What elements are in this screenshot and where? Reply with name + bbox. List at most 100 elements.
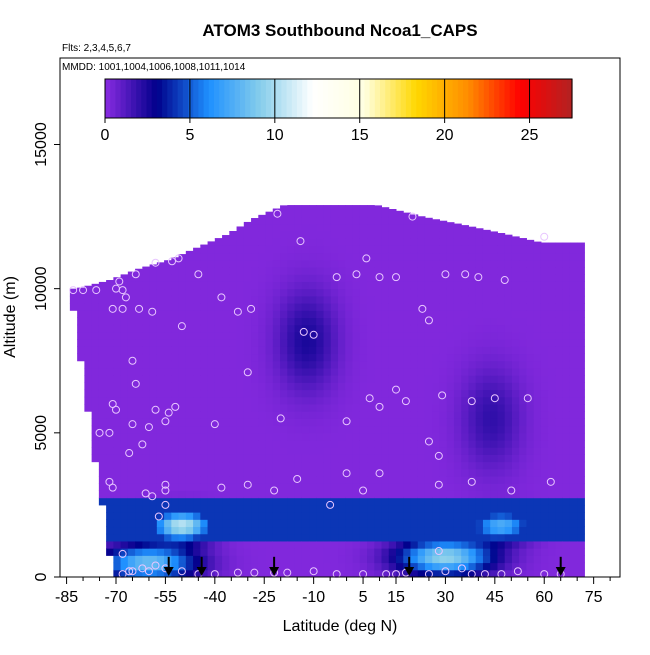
heatmap-cell xyxy=(294,490,303,499)
heatmap-cell xyxy=(338,526,346,535)
heatmap-cell xyxy=(309,281,317,290)
heatmap-cell xyxy=(301,555,310,564)
heatmap-cell xyxy=(367,396,375,405)
heatmap-cell xyxy=(533,504,542,513)
heatmap-cell xyxy=(301,353,310,362)
heatmap-cell xyxy=(156,476,165,484)
heatmap-cell xyxy=(519,367,527,376)
heatmap-cell xyxy=(193,461,201,470)
heatmap-cell xyxy=(519,519,527,528)
heatmap-cell xyxy=(490,367,498,376)
heatmap-cell xyxy=(374,252,383,261)
heatmap-cell xyxy=(519,432,527,441)
heatmap-cell xyxy=(164,260,172,268)
heatmap-cell xyxy=(417,231,426,239)
heatmap-cell xyxy=(243,396,252,405)
heatmap-cell xyxy=(330,540,339,549)
heatmap-cell xyxy=(533,555,542,564)
heatmap-cell xyxy=(338,252,346,261)
heatmap-cell xyxy=(533,454,542,463)
heatmap-cell xyxy=(258,303,267,311)
heatmap-cell xyxy=(84,360,93,369)
heatmap-cell xyxy=(127,324,136,333)
heatmap-cell xyxy=(272,353,281,362)
heatmap-cell xyxy=(265,238,274,246)
heatmap-cell xyxy=(287,454,296,463)
heatmap-cell xyxy=(555,331,564,340)
heatmap-cell xyxy=(540,360,549,369)
heatmap-cell xyxy=(287,317,296,326)
heatmap-cell xyxy=(185,303,194,311)
heatmap-cell xyxy=(497,504,506,513)
sample-point xyxy=(118,304,127,313)
heatmap-cell xyxy=(396,533,404,542)
heatmap-cell xyxy=(359,303,368,311)
heatmap-cell xyxy=(193,440,201,448)
heatmap-cell xyxy=(338,540,346,549)
heatmap-cell xyxy=(272,483,281,491)
heatmap-cell xyxy=(142,476,151,484)
heatmap-cell xyxy=(482,526,491,535)
heatmap-cell xyxy=(178,382,187,391)
heatmap-cell xyxy=(142,389,151,398)
heatmap-cell xyxy=(207,367,216,376)
heatmap-cell xyxy=(403,281,411,290)
heatmap-cell xyxy=(417,339,426,347)
heatmap-cell xyxy=(526,504,535,513)
heatmap-cell xyxy=(410,454,419,463)
heatmap-cell xyxy=(424,519,433,528)
heatmap-cell xyxy=(120,288,129,297)
heatmap-cell xyxy=(178,310,187,318)
heatmap-cell xyxy=(490,339,498,347)
heatmap-cell xyxy=(548,425,556,434)
heatmap-cell xyxy=(265,211,274,218)
heatmap-cell xyxy=(374,259,383,268)
heatmap-cell xyxy=(468,490,477,499)
heatmap-cell xyxy=(490,526,498,535)
heatmap-cell xyxy=(475,367,484,376)
heatmap-cell xyxy=(185,569,194,578)
heatmap-cell xyxy=(178,490,187,499)
heatmap-cell xyxy=(265,274,274,282)
heatmap-cell xyxy=(178,339,187,347)
heatmap-cell xyxy=(540,490,549,499)
heatmap-cell xyxy=(316,555,325,564)
heatmap-cell xyxy=(323,555,332,564)
heatmap-cell xyxy=(251,454,259,463)
heatmap-cell xyxy=(280,533,288,542)
heatmap-cell xyxy=(229,440,238,448)
heatmap-cell xyxy=(149,440,158,448)
heatmap-cell xyxy=(374,367,383,376)
heatmap-cell xyxy=(345,245,354,254)
heatmap-cell xyxy=(453,504,462,513)
heatmap-cell xyxy=(323,295,332,304)
heatmap-cell xyxy=(504,555,513,564)
heatmap-cell xyxy=(453,245,462,254)
heatmap-cell xyxy=(142,562,151,571)
heatmap-cell xyxy=(222,555,230,564)
heatmap-cell xyxy=(569,540,578,549)
heatmap-cell xyxy=(511,497,520,506)
heatmap-cell xyxy=(453,382,462,391)
heatmap-cell xyxy=(200,461,209,470)
heatmap-cell xyxy=(461,288,469,297)
sample-point xyxy=(507,486,516,495)
heatmap-cell xyxy=(106,490,114,499)
heatmap-cell xyxy=(439,375,448,383)
heatmap-cell xyxy=(374,274,383,282)
heatmap-cell xyxy=(120,454,129,463)
heatmap-cell xyxy=(142,490,151,499)
heatmap-cell xyxy=(439,533,448,542)
heatmap-cell xyxy=(251,281,259,290)
heatmap-cell xyxy=(156,432,165,441)
heatmap-cell xyxy=(359,540,368,549)
heatmap-cell xyxy=(236,562,245,571)
heatmap-cell xyxy=(453,324,462,333)
heatmap-cell xyxy=(135,519,143,528)
heatmap-cell xyxy=(403,267,411,275)
heatmap-cell xyxy=(316,209,325,218)
heatmap-cell xyxy=(577,288,585,297)
heatmap-cell xyxy=(453,353,462,362)
heatmap-cell xyxy=(540,267,549,275)
heatmap-cell xyxy=(490,497,498,506)
